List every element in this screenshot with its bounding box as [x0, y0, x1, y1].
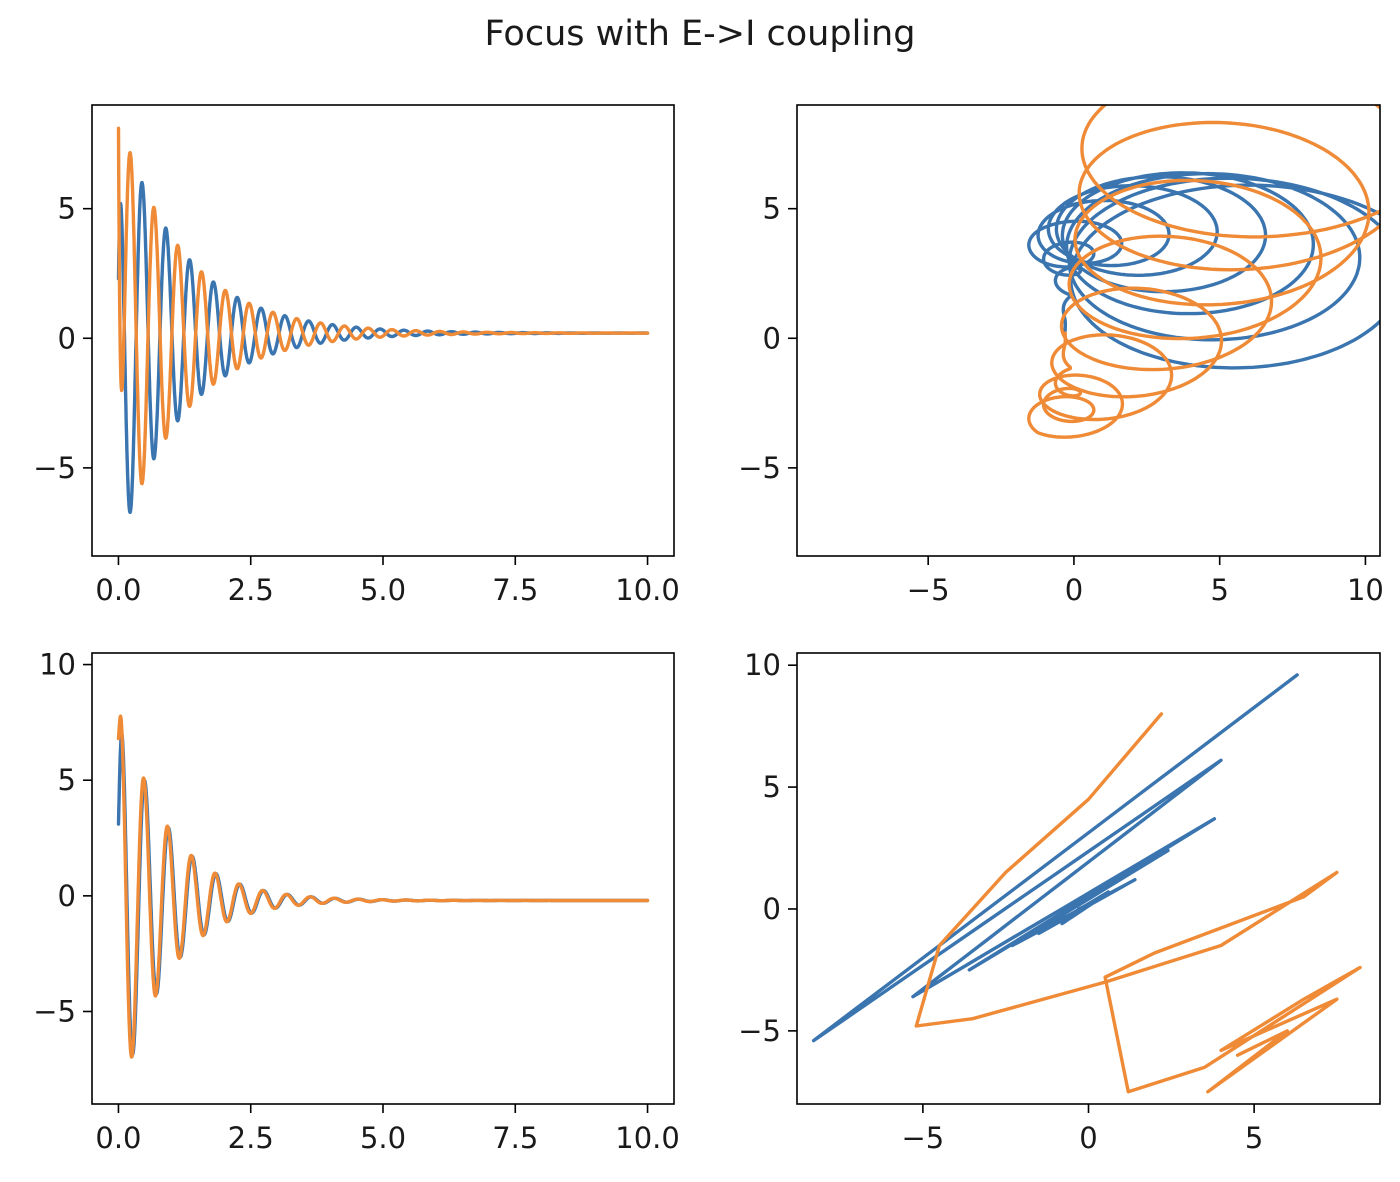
y-tick-label: 5 — [58, 763, 76, 797]
x-tick-label: 5 — [1245, 1121, 1263, 1155]
plot-area — [811, 673, 1362, 1094]
x-tick-label: −5 — [902, 1121, 945, 1155]
x-tick-label: 10 — [1347, 573, 1384, 607]
x-tick-label: 0.0 — [95, 573, 141, 607]
x-tick-label: 2.5 — [228, 573, 274, 607]
plot-area — [1027, 105, 1380, 439]
x-tick-label: 5 — [1210, 573, 1228, 607]
panel-top-right: −5 0 5 10 −5 0 5 — [738, 104, 1384, 607]
x-tick-label: 7.5 — [492, 573, 538, 607]
y-tick-label: −5 — [738, 1014, 781, 1048]
y-tick-label: 0 — [58, 321, 76, 355]
y-tick-label: −5 — [738, 451, 781, 485]
series-line-1 — [811, 673, 1299, 1043]
y-tick-label: −5 — [33, 994, 76, 1028]
y-tick-label: 5 — [58, 192, 76, 226]
plot-area — [116, 126, 650, 515]
x-tick-label: 0 — [1065, 573, 1083, 607]
x-tick-label: 2.5 — [228, 1121, 274, 1155]
y-tick-label: 5 — [763, 192, 781, 226]
series-line-2 — [914, 712, 1362, 1094]
panel-bottom-left: 0.0 2.5 5.0 7.5 10.0 −5 0 5 10 — [33, 648, 680, 1155]
x-tick-label: 5.0 — [360, 573, 406, 607]
y-tick-label: 10 — [39, 648, 76, 682]
y-tick-label: 10 — [744, 648, 781, 682]
x-tick-label: 5.0 — [360, 1121, 406, 1155]
axes-frame — [796, 652, 1381, 1105]
y-tick-label: 0 — [763, 321, 781, 355]
y-tick-label: 5 — [763, 770, 781, 804]
axes-frame — [796, 104, 1381, 557]
x-tick-label: 0.0 — [95, 1121, 141, 1155]
axes-frame — [91, 652, 675, 1105]
x-tick-label: 10.0 — [615, 1121, 680, 1155]
plot-area — [116, 714, 650, 1059]
y-tick-label: 0 — [58, 879, 76, 913]
x-tick-label: 10.0 — [615, 573, 680, 607]
series-line-1 — [116, 180, 650, 515]
panel-top-left: 0.0 2.5 5.0 7.5 10.0 −5 0 5 — [33, 104, 680, 607]
x-tick-label: 0 — [1079, 1121, 1097, 1155]
x-tick-label: −5 — [907, 573, 950, 607]
y-tick-label: −5 — [33, 451, 76, 485]
series-line-2 — [116, 126, 650, 486]
x-tick-label: 7.5 — [492, 1121, 538, 1155]
panel-bottom-right: −5 0 5 −5 0 5 10 — [738, 648, 1381, 1155]
series-line-2 — [1027, 105, 1380, 439]
y-tick-label: 0 — [763, 892, 781, 926]
series-line-2 — [116, 714, 650, 1059]
series-line-1 — [1027, 171, 1380, 370]
figure-title: Focus with E->I coupling — [484, 14, 916, 54]
